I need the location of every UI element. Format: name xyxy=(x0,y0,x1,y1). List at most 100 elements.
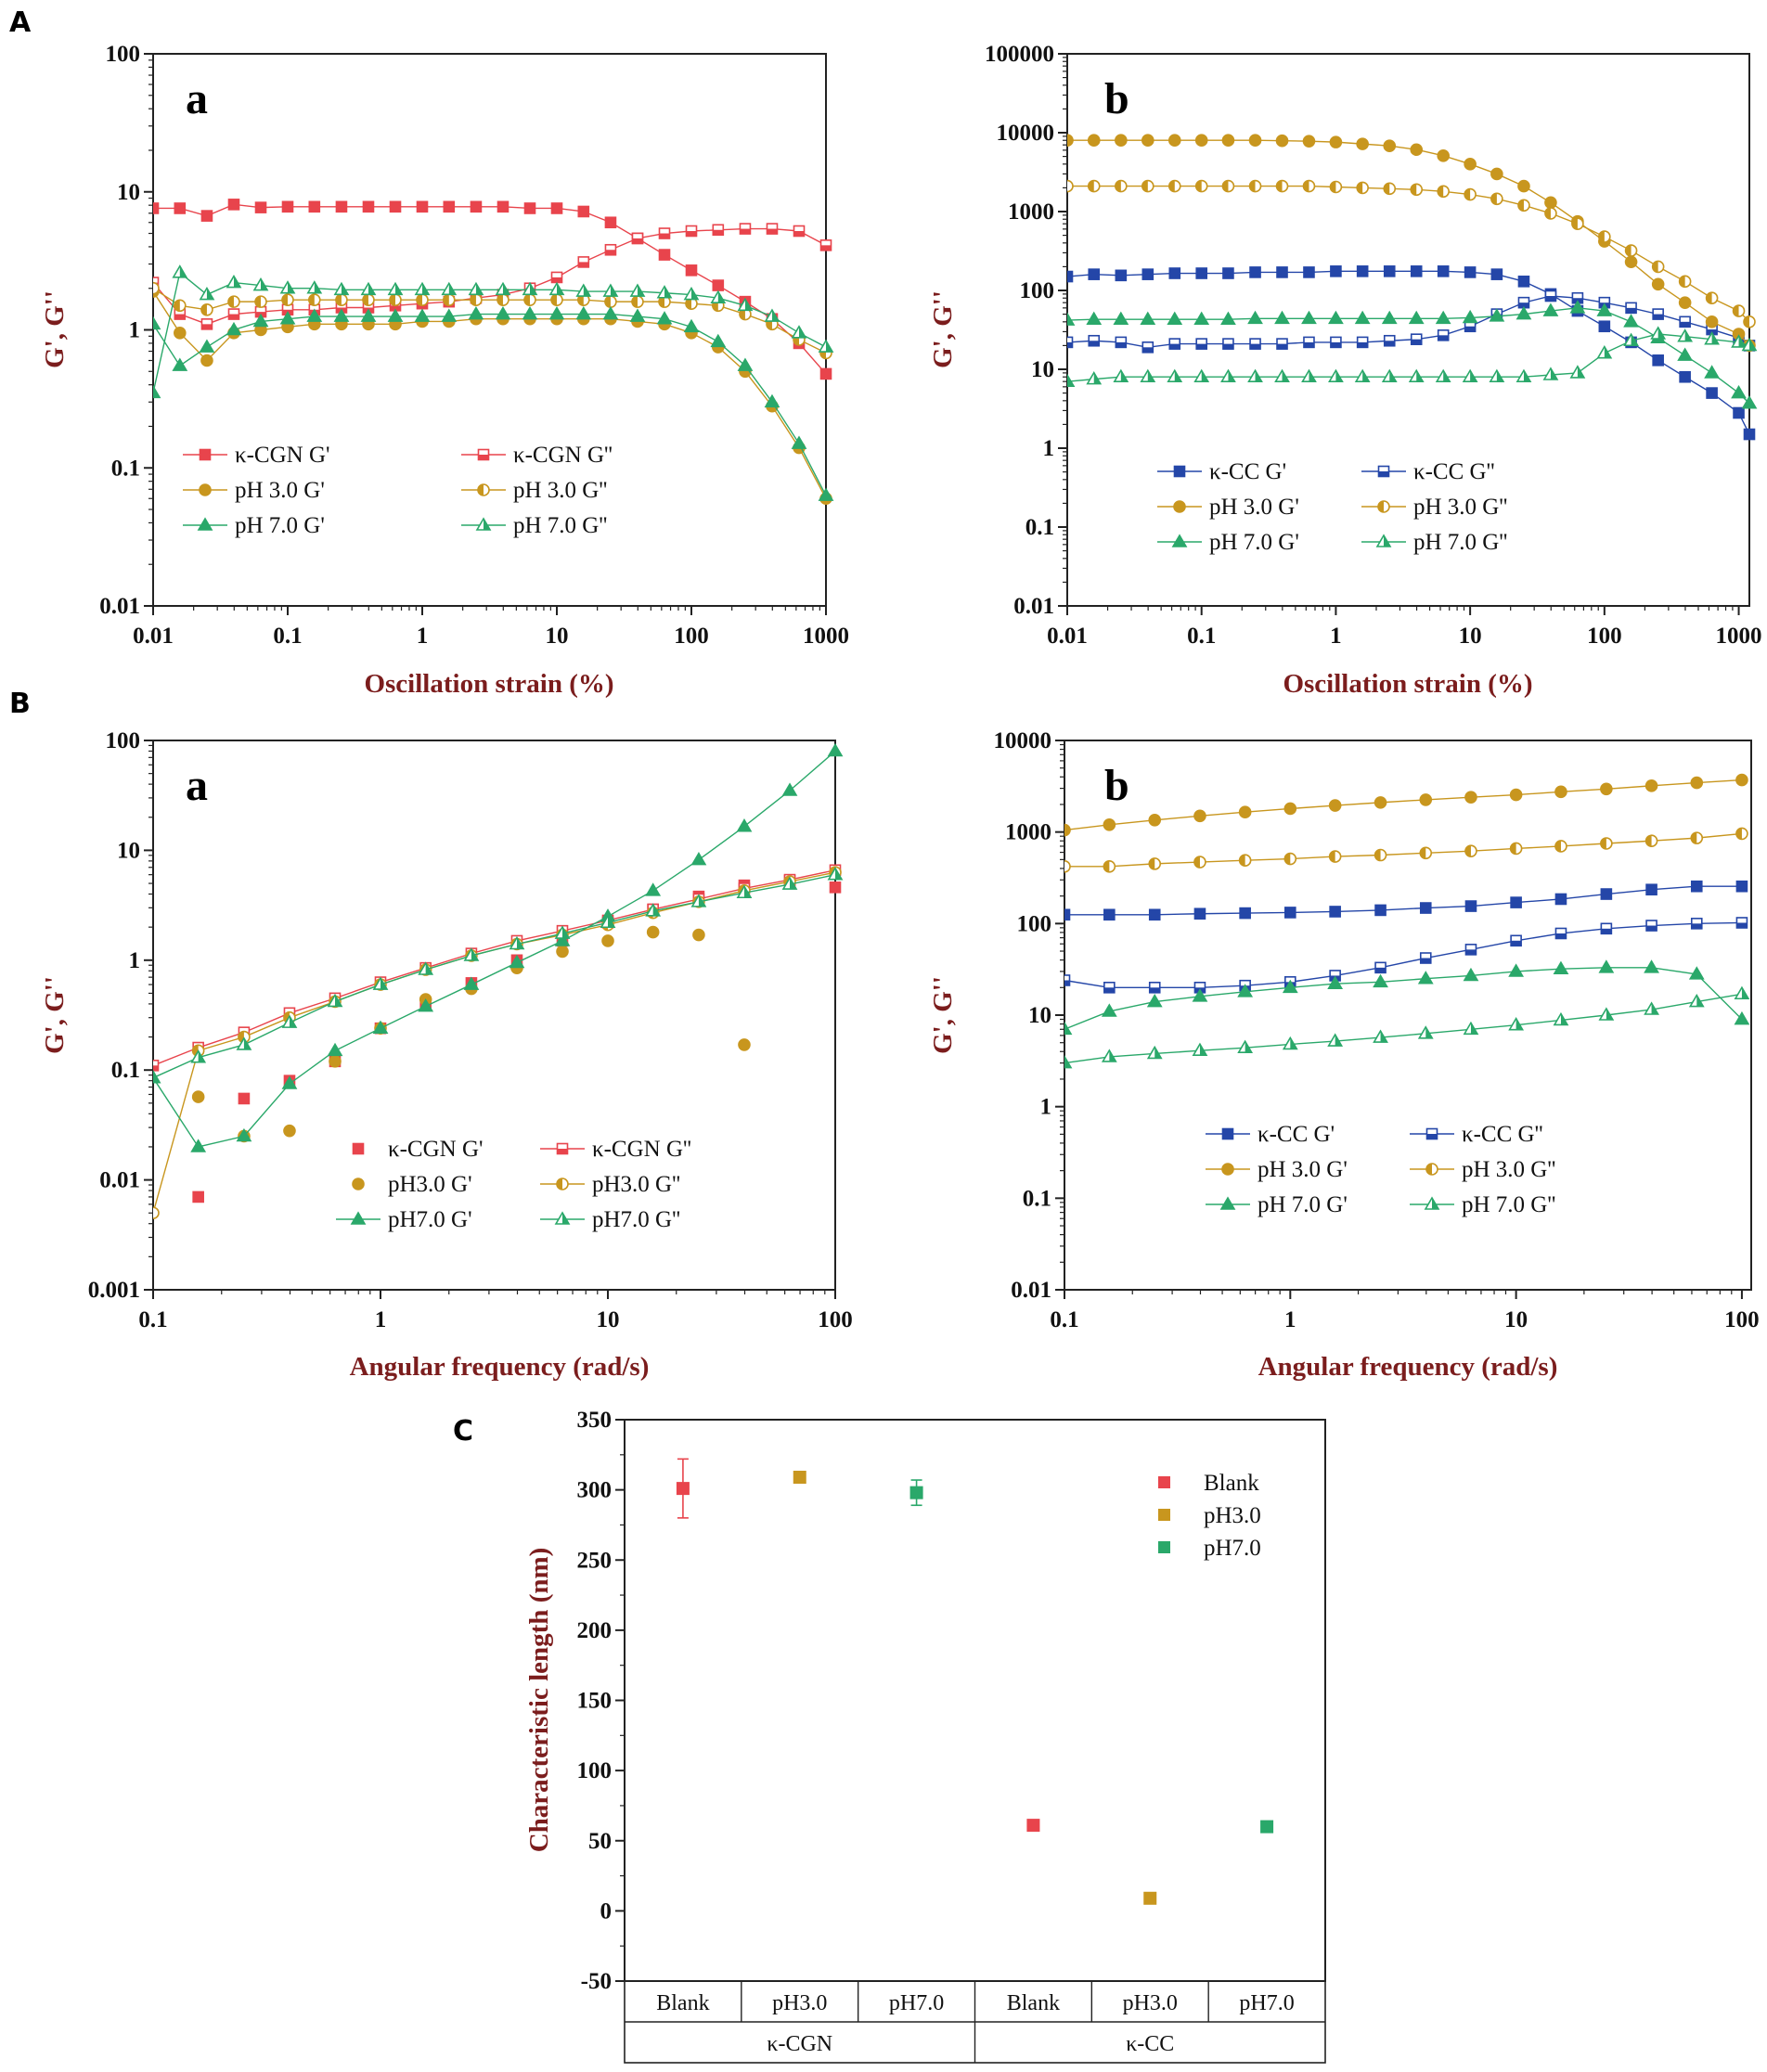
data-point-half xyxy=(1600,837,1606,849)
data-point xyxy=(1113,311,1129,325)
data-point xyxy=(1328,310,1344,325)
data-point-half xyxy=(1741,987,1748,999)
data-point xyxy=(1148,908,1161,921)
data-point-half xyxy=(1411,184,1417,196)
legend-marker-half xyxy=(562,1213,569,1224)
x-tick-label: 0.01 xyxy=(133,624,174,649)
data-point-half xyxy=(1389,370,1397,382)
data-point xyxy=(1141,134,1154,148)
data-point xyxy=(1600,888,1613,900)
data-point xyxy=(1553,960,1569,974)
data-point xyxy=(1260,1820,1274,1834)
data-point-half xyxy=(1330,181,1336,193)
data-point-half xyxy=(826,341,832,353)
data-point xyxy=(1706,387,1718,399)
x-axis-title: Oscillation strain (%) xyxy=(364,669,613,699)
legend-label: pH 3.0 G' xyxy=(235,478,325,503)
data-point-half xyxy=(380,978,387,990)
data-point-half xyxy=(1464,326,1476,332)
data-point-half xyxy=(1357,182,1363,194)
data-point xyxy=(676,1482,690,1496)
data-point-half xyxy=(632,238,643,244)
data-point xyxy=(1688,966,1705,980)
data-point-half xyxy=(835,868,842,880)
legend-item: pH7.0 G'' xyxy=(540,1207,680,1232)
data-point xyxy=(1248,134,1262,148)
legend-label: pH 3.0 G'' xyxy=(513,478,607,503)
data-point-half xyxy=(1684,329,1692,341)
data-point-half xyxy=(1067,341,1073,348)
legend-item: pH 3.0 G' xyxy=(1157,495,1299,520)
data-point-half xyxy=(228,314,239,320)
y-tick-label: 0.1 xyxy=(111,1058,140,1083)
data-point xyxy=(1193,311,1210,325)
data-point-half xyxy=(1438,186,1444,198)
legend-item: pH 7.0 G' xyxy=(1157,530,1299,555)
data-point-half xyxy=(335,294,342,306)
series-line-3 xyxy=(1064,832,1742,868)
data-point xyxy=(1705,315,1719,328)
x-tick-label: 10 xyxy=(1504,1307,1528,1332)
data-point-half xyxy=(1199,1044,1206,1056)
data-point-half xyxy=(744,299,752,311)
series-line-1 xyxy=(153,869,836,1066)
data-point-half xyxy=(314,281,321,293)
data-point xyxy=(1464,266,1477,278)
data-point xyxy=(1598,320,1611,333)
data-point xyxy=(153,281,160,295)
data-point xyxy=(1327,975,1344,990)
data-point-half xyxy=(425,963,432,975)
data-point xyxy=(712,279,725,291)
data-point-half xyxy=(443,294,449,306)
legend-marker xyxy=(1158,1476,1170,1488)
legend-label: κ-CC G' xyxy=(1258,1122,1335,1147)
chart-A_b: 0.01 0.1 1 10 100 1000 10000 100000 0.01 0.1 1 10 10… xyxy=(928,42,1762,699)
legend-marker xyxy=(199,483,212,496)
data-point-half xyxy=(390,305,401,311)
data-point-half xyxy=(1631,334,1638,346)
legend-item: pH 3.0 G'' xyxy=(1410,1157,1555,1182)
data-point-half xyxy=(1142,347,1154,353)
legend: κ-CGN G' κ-CGN G'' pH3.0 G' pH3.0 G'' pH7.0 … xyxy=(336,1137,691,1232)
data-point-half xyxy=(659,296,665,308)
data-point xyxy=(1238,805,1252,819)
y-tick-label: 10 xyxy=(117,180,140,205)
y-tick-label: 0.01 xyxy=(1013,594,1054,619)
data-point-half xyxy=(1496,370,1503,382)
data-point xyxy=(791,435,807,449)
data-point-half xyxy=(717,291,725,303)
data-point-half xyxy=(368,283,375,295)
data-point-half xyxy=(1284,853,1291,865)
data-point-half xyxy=(790,878,797,890)
legend-item: pH 3.0 G' xyxy=(183,478,325,503)
data-point xyxy=(333,308,350,322)
data-point-half xyxy=(1490,193,1497,205)
data-point xyxy=(1624,255,1638,269)
data-point xyxy=(1645,883,1657,896)
data-point-half xyxy=(1303,341,1314,348)
data-point xyxy=(1239,907,1251,920)
data-point xyxy=(497,200,509,213)
data-point-half xyxy=(200,303,207,315)
data-point-half xyxy=(1550,367,1557,380)
legend-item: pH 3.0 G' xyxy=(1206,1157,1348,1182)
data-point-half xyxy=(1193,856,1200,869)
data-point-half xyxy=(1515,1018,1523,1030)
data-point xyxy=(509,954,525,969)
data-point-half xyxy=(282,294,288,306)
data-point xyxy=(252,313,269,328)
data-point xyxy=(1464,900,1477,912)
y-tick-label: 0.1 xyxy=(1025,515,1054,540)
data-point-half xyxy=(502,283,509,295)
data-point-half xyxy=(562,927,570,939)
y-axis-title: G', G'' xyxy=(928,976,958,1054)
data-point-half xyxy=(1680,321,1691,328)
data-point xyxy=(308,200,321,213)
legend-item: pH7.0 xyxy=(1158,1536,1261,1561)
series-line-4 xyxy=(1064,967,1743,1030)
data-point-half xyxy=(475,283,483,295)
legend-label: κ-CGN G' xyxy=(235,443,330,468)
data-point xyxy=(1677,347,1694,361)
legend-marker-half xyxy=(557,1149,568,1154)
